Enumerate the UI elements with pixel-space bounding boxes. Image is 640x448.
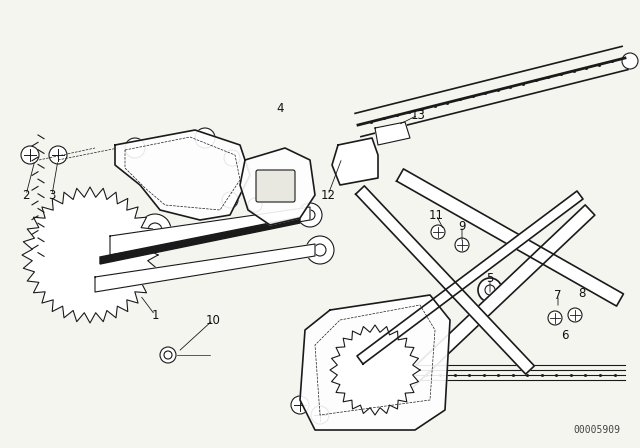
FancyBboxPatch shape: [256, 170, 295, 202]
Circle shape: [365, 335, 395, 365]
Circle shape: [556, 261, 567, 273]
Circle shape: [91, 236, 119, 264]
Circle shape: [357, 352, 393, 388]
Text: 7: 7: [554, 289, 562, 302]
Circle shape: [568, 308, 582, 322]
Polygon shape: [330, 325, 420, 415]
Circle shape: [581, 275, 593, 287]
Circle shape: [427, 188, 439, 200]
Polygon shape: [115, 130, 250, 220]
Circle shape: [306, 236, 334, 264]
Text: 8: 8: [579, 287, 586, 300]
Text: 00005909: 00005909: [573, 425, 620, 435]
Circle shape: [195, 128, 215, 148]
Circle shape: [49, 146, 67, 164]
Text: 10: 10: [205, 314, 220, 327]
Polygon shape: [95, 244, 315, 292]
Polygon shape: [110, 207, 310, 255]
Polygon shape: [356, 186, 534, 374]
Text: 3: 3: [48, 189, 56, 202]
Text: 2: 2: [22, 189, 29, 202]
Circle shape: [431, 225, 445, 239]
Polygon shape: [300, 295, 450, 430]
Circle shape: [504, 232, 516, 244]
Text: 9: 9: [458, 220, 466, 233]
Polygon shape: [100, 217, 300, 264]
Text: 1: 1: [151, 309, 159, 322]
Circle shape: [222, 192, 238, 208]
Circle shape: [622, 53, 638, 69]
Circle shape: [248, 198, 262, 212]
Text: 11: 11: [429, 208, 444, 221]
Text: 13: 13: [411, 108, 426, 121]
Circle shape: [139, 214, 171, 246]
Polygon shape: [397, 169, 623, 306]
Circle shape: [452, 202, 465, 214]
Text: 6: 6: [561, 328, 569, 341]
Polygon shape: [22, 187, 158, 323]
Circle shape: [21, 146, 39, 164]
Circle shape: [478, 217, 490, 229]
Circle shape: [478, 278, 502, 302]
Circle shape: [548, 311, 562, 325]
Polygon shape: [240, 148, 315, 225]
Circle shape: [455, 238, 469, 252]
Text: 5: 5: [486, 271, 493, 284]
Polygon shape: [332, 138, 378, 185]
Polygon shape: [357, 191, 583, 364]
Circle shape: [224, 150, 240, 166]
Text: 12: 12: [321, 189, 335, 202]
Circle shape: [358, 151, 372, 165]
Polygon shape: [375, 122, 410, 145]
Text: 4: 4: [276, 102, 284, 115]
Circle shape: [530, 246, 541, 258]
Circle shape: [125, 138, 145, 158]
Circle shape: [343, 155, 357, 169]
Polygon shape: [395, 205, 595, 395]
Circle shape: [291, 396, 309, 414]
Circle shape: [311, 406, 329, 424]
Circle shape: [298, 203, 322, 227]
Circle shape: [160, 347, 176, 363]
